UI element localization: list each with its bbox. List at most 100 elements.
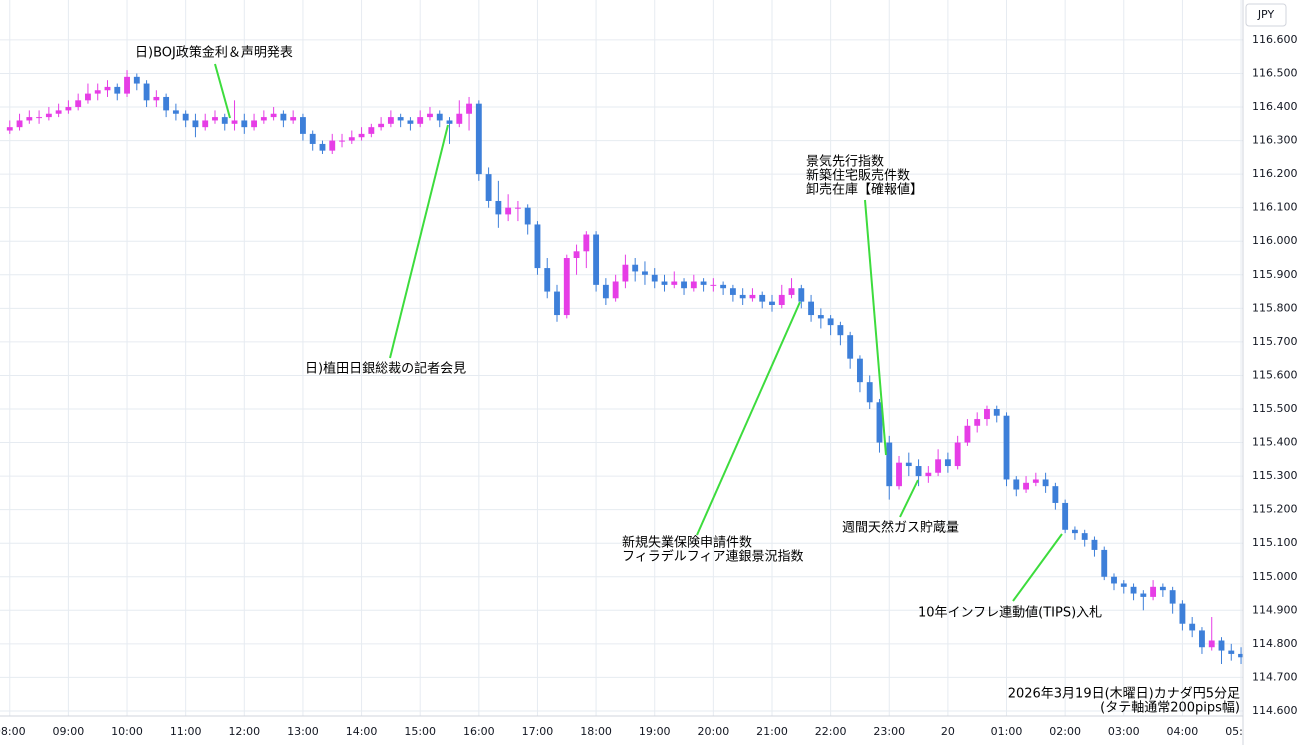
candle-body bbox=[690, 281, 697, 289]
candle-body bbox=[896, 462, 902, 487]
y-tick-label: 116.500 bbox=[1252, 66, 1298, 79]
candle-body bbox=[172, 110, 179, 114]
candle-body bbox=[573, 251, 580, 259]
y-tick-label: 114.700 bbox=[1252, 670, 1298, 683]
candle-body bbox=[837, 325, 844, 336]
x-tick-label: 16:00 bbox=[463, 725, 495, 738]
y-tick-label: 115.700 bbox=[1252, 335, 1298, 348]
candle-body bbox=[700, 281, 707, 285]
candle-body bbox=[808, 301, 815, 316]
candle-body bbox=[387, 117, 394, 124]
candle-body bbox=[642, 271, 648, 275]
annotation-text: 日)植田日銀総裁の記者会見 bbox=[305, 361, 466, 377]
candle-body bbox=[16, 120, 23, 128]
candle-body bbox=[944, 459, 951, 467]
candle-body bbox=[1140, 593, 1147, 597]
candle-body bbox=[866, 382, 873, 403]
y-tick-label: 116.300 bbox=[1252, 134, 1298, 147]
candle-body bbox=[1052, 486, 1059, 503]
x-tick-label: 04:00 bbox=[1167, 725, 1199, 738]
currency-label: JPY bbox=[1257, 8, 1275, 21]
y-tick-label: 115.600 bbox=[1252, 368, 1298, 381]
candle-body bbox=[534, 224, 541, 269]
x-tick-label: 21:00 bbox=[756, 725, 788, 738]
y-tick-label: 116.400 bbox=[1252, 100, 1298, 113]
annotation-text: 日)BOJ政策金利＆声明発表 bbox=[135, 45, 293, 61]
annotation-text: フィラデルフィア連銀景況指数 bbox=[622, 549, 803, 565]
x-tick-label: 17:00 bbox=[522, 725, 554, 738]
candle-body bbox=[446, 120, 453, 124]
candle-body bbox=[1189, 623, 1196, 631]
candle-body bbox=[241, 120, 248, 128]
candle-body bbox=[270, 113, 277, 118]
candle-body bbox=[456, 113, 463, 124]
candle-body bbox=[857, 358, 863, 383]
x-tick-label: 23:00 bbox=[873, 725, 905, 738]
candle-body bbox=[1062, 502, 1069, 530]
candle-body bbox=[749, 294, 756, 299]
candle-body bbox=[1042, 479, 1049, 487]
x-tick-label: 03:00 bbox=[1108, 725, 1140, 738]
x-tick-label: 08:00 bbox=[0, 725, 26, 738]
candle-body bbox=[563, 258, 570, 316]
candle-body bbox=[886, 442, 893, 487]
candle-body bbox=[954, 442, 961, 467]
currency-box bbox=[1245, 3, 1287, 27]
candle-body bbox=[485, 174, 492, 201]
candle-body bbox=[505, 207, 512, 215]
candle-body bbox=[514, 207, 521, 209]
candle-body bbox=[759, 294, 766, 302]
candle-body bbox=[436, 113, 443, 121]
candle-body bbox=[358, 133, 365, 138]
candle-body bbox=[104, 86, 111, 91]
candle-body bbox=[935, 459, 942, 473]
x-tick-label: 15:00 bbox=[404, 725, 436, 738]
x-tick-label: 13:00 bbox=[287, 725, 319, 738]
candle-body bbox=[1003, 415, 1010, 480]
candle-body bbox=[45, 113, 52, 118]
candle-body bbox=[925, 472, 932, 477]
candle-body bbox=[348, 137, 355, 141]
candle-body bbox=[6, 127, 13, 131]
candle-body bbox=[1208, 640, 1215, 648]
candle-body bbox=[427, 113, 433, 118]
candle-body bbox=[1150, 586, 1157, 597]
candle-body bbox=[681, 281, 687, 289]
candle-body bbox=[339, 140, 345, 142]
candle-body bbox=[984, 408, 990, 420]
candle-body bbox=[290, 117, 297, 121]
x-axis: 08:00 09:00 10:00 11:00 12:00 13:00 14:00 15:00… bbox=[0, 715, 1243, 738]
candle-body bbox=[407, 120, 414, 124]
y-tick-label: 115.000 bbox=[1252, 570, 1298, 583]
candle-body bbox=[55, 110, 62, 114]
candle-body bbox=[720, 284, 727, 289]
leader-line bbox=[696, 301, 801, 536]
y-tick-label: 114.600 bbox=[1252, 704, 1298, 717]
candle-body bbox=[26, 117, 33, 121]
y-tick-label: 115.400 bbox=[1252, 436, 1298, 449]
candle-body bbox=[847, 335, 854, 359]
candle-body bbox=[1111, 576, 1117, 584]
annotation-text: 週間天然ガス貯蔵量 bbox=[842, 520, 959, 536]
candle-body bbox=[1091, 539, 1098, 550]
candle-body bbox=[1238, 653, 1243, 658]
candle-body bbox=[974, 419, 981, 426]
candle-body bbox=[710, 284, 717, 286]
candle-body bbox=[36, 117, 43, 119]
candle-body bbox=[593, 234, 600, 285]
candle-body bbox=[524, 207, 531, 225]
leader-line bbox=[389, 124, 449, 359]
candle-body bbox=[260, 117, 267, 121]
candle-body bbox=[182, 113, 189, 121]
candle-body bbox=[729, 288, 736, 295]
candle-body bbox=[329, 140, 336, 151]
candle-body bbox=[1120, 583, 1127, 587]
candle-body bbox=[153, 96, 160, 101]
candle-body bbox=[651, 274, 658, 282]
candle-body bbox=[769, 301, 775, 305]
candle-body bbox=[1199, 630, 1205, 648]
candle-body bbox=[1159, 586, 1166, 591]
x-tick-label: 10:00 bbox=[111, 725, 143, 738]
candle-body bbox=[212, 117, 218, 121]
